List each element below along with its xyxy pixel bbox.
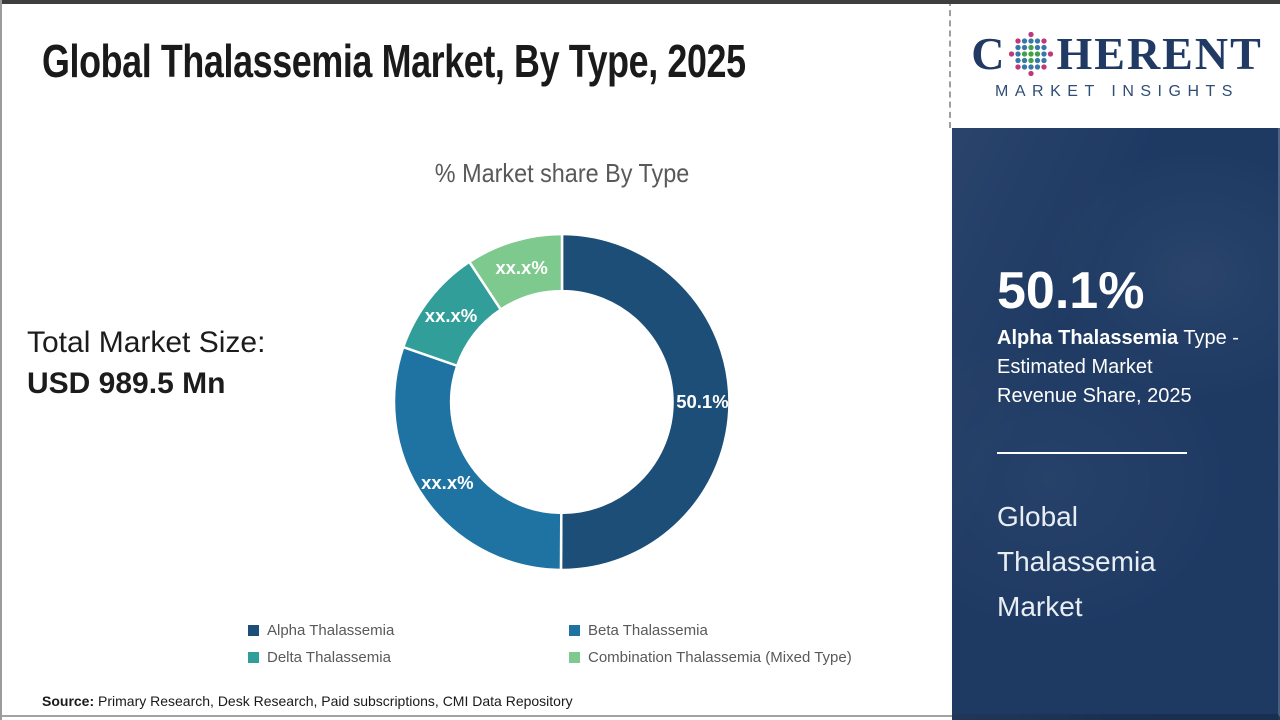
page-title: Global Thalassemia Market, By Type, 2025 bbox=[42, 35, 746, 87]
globe-dot bbox=[1022, 64, 1028, 70]
source-text: Primary Research, Desk Research, Paid su… bbox=[94, 693, 573, 709]
sidebar-market-title: Global Thalassemia Market bbox=[997, 501, 1156, 622]
globe-dot bbox=[1022, 51, 1028, 57]
legend-item-alpha-thalassemia: Alpha Thalassemia bbox=[248, 621, 569, 639]
stat-desc-line3: Revenue Share, 2025 bbox=[997, 385, 1192, 407]
sidebar-panel: 50.1% Alpha Thalassemia Type - Estimated… bbox=[952, 128, 1280, 720]
chart-legend: Alpha Thalassemia Beta Thalassemia Delta T… bbox=[248, 621, 852, 666]
logo-letters-herent: HERENT bbox=[1056, 28, 1263, 79]
stat-value: 50.1% bbox=[997, 262, 1145, 320]
stat-desc-line2: Estimated Market bbox=[997, 356, 1153, 378]
divider-line bbox=[997, 452, 1187, 454]
globe-dot bbox=[1015, 44, 1022, 51]
logo-letter-c: C bbox=[971, 28, 1007, 79]
chart-title: % Market share By Type bbox=[434, 158, 690, 188]
sidebar: C HERENT MARKET INSIGHTS 50.1% Alpha Tha… bbox=[949, 0, 1280, 720]
source-label: Source: bbox=[42, 693, 95, 709]
legend-label: Beta Thalassemia bbox=[588, 621, 708, 639]
globe-dot bbox=[1015, 38, 1022, 44]
globe-dot bbox=[1015, 51, 1022, 57]
total-market-value: USD 989.5 Mn bbox=[27, 367, 226, 400]
globe-dot bbox=[1028, 38, 1035, 44]
logo-globe-icon bbox=[1009, 32, 1054, 76]
logo-subtitle: MARKET INSIGHTS bbox=[995, 83, 1239, 100]
globe-dot bbox=[1015, 57, 1022, 64]
legend-label: Combination Thalassemia (Mixed Type) bbox=[588, 648, 852, 666]
legend-item-beta-thalassemia: Beta Thalassemia bbox=[569, 621, 852, 639]
globe-dot bbox=[1041, 64, 1048, 70]
globe-dot bbox=[1041, 44, 1048, 51]
globe-dot bbox=[1028, 51, 1035, 57]
stat-desc-bold: Alpha Thalassemia bbox=[997, 327, 1179, 349]
globe-dot bbox=[1022, 38, 1028, 44]
bottom-edge-strip bbox=[2, 715, 952, 717]
legend-swatch-delta-thalassemia bbox=[248, 651, 259, 663]
donut-slice-combination-thalassemia-mixed-type bbox=[468, 232, 564, 311]
slice-label-delta-thalassemia: xx.x% bbox=[424, 304, 478, 326]
slice-label-beta-thalassemia: xx.x% bbox=[421, 472, 474, 494]
dashed-separator bbox=[949, 0, 951, 128]
globe-dot bbox=[1041, 51, 1048, 57]
legend-swatch-combination-thalassemia-mixed-type bbox=[569, 651, 580, 663]
slice-label-combination-thalassemia-mixed-type: xx.x% bbox=[495, 256, 548, 278]
globe-dot bbox=[1041, 57, 1048, 64]
globe-dot bbox=[1041, 38, 1048, 44]
donut-chart: 50.1% xx.x% xx.x% xx.x% bbox=[392, 232, 732, 572]
globe-dot bbox=[1022, 57, 1028, 64]
globe-dot bbox=[1028, 64, 1035, 70]
top-edge-strip bbox=[2, 0, 1280, 4]
stat-description: Alpha Thalassemia Type - Estimated Marke… bbox=[997, 324, 1277, 411]
globe-dot bbox=[1028, 57, 1035, 64]
legend-swatch-beta-thalassemia bbox=[569, 624, 580, 636]
company-logo: C HERENT MARKET INSIGHTS bbox=[952, 4, 1280, 128]
legend-item-delta-thalassemia: Delta Thalassemia bbox=[248, 648, 569, 666]
globe-dot bbox=[1035, 57, 1041, 64]
globe-dot bbox=[1022, 44, 1028, 51]
globe-dot bbox=[1048, 51, 1054, 57]
globe-dot bbox=[1009, 51, 1015, 57]
slice-label-alpha-thalassemia: 50.1% bbox=[676, 391, 729, 413]
total-market-label: Total Market Size: bbox=[27, 326, 266, 359]
globe-dot bbox=[1028, 70, 1035, 76]
stat-desc-rest: Type - bbox=[1178, 327, 1239, 349]
donut-slice-alpha-thalassemia bbox=[559, 232, 731, 572]
legend-label: Delta Thalassemia bbox=[267, 648, 391, 666]
legend-swatch-alpha-thalassemia bbox=[248, 624, 259, 636]
globe-dot bbox=[1028, 32, 1035, 38]
globe-dot bbox=[1035, 64, 1041, 70]
globe-dot bbox=[1028, 44, 1035, 51]
logo-wordmark: C HERENT bbox=[971, 31, 1263, 77]
globe-dot bbox=[1035, 51, 1041, 57]
legend-label: Alpha Thalassemia bbox=[267, 621, 395, 639]
globe-dot bbox=[1015, 64, 1022, 70]
source-line: Source: Primary Research, Desk Research,… bbox=[42, 693, 573, 709]
donut-slice-beta-thalassemia bbox=[392, 345, 563, 572]
legend-item-combination-thalassemia-mixed-type: Combination Thalassemia (Mixed Type) bbox=[569, 648, 852, 666]
globe-dot bbox=[1035, 38, 1041, 44]
globe-dot bbox=[1035, 44, 1041, 51]
total-market-block: Total Market Size: USD 989.5 Mn bbox=[27, 326, 265, 401]
